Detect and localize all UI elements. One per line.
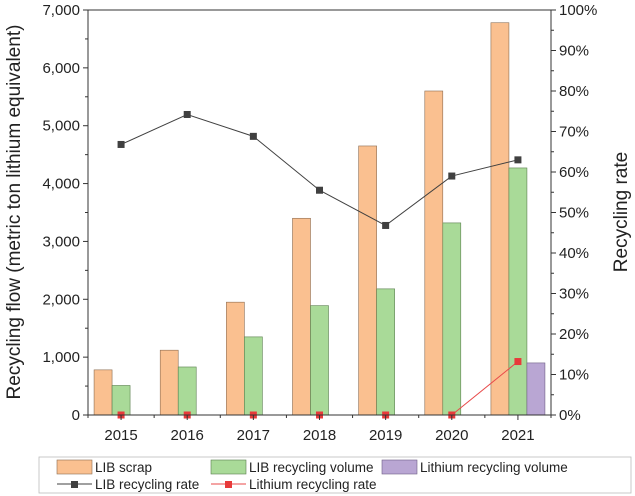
x-tick-label-2015: 2015 bbox=[104, 427, 137, 444]
y-tick-label-3000: 3,000 bbox=[42, 233, 80, 250]
x-tick-label-2016: 2016 bbox=[171, 427, 204, 444]
bar-lib-scrap-2015 bbox=[93, 369, 113, 416]
bar-lib-scrap-2021 bbox=[490, 22, 510, 416]
y-tick-label-7000: 7,000 bbox=[42, 2, 80, 19]
line-lib-recycling-rate bbox=[120, 113, 519, 227]
x-tick-label-2020: 2020 bbox=[435, 427, 468, 444]
marker-lib-recycling-rate-2016 bbox=[183, 110, 191, 118]
legend-frame bbox=[38, 456, 632, 494]
y-tick-label-6000: 6,000 bbox=[42, 60, 80, 77]
bar-lib-scrap-2018 bbox=[292, 217, 311, 416]
y-tick-label-2000: 2,000 bbox=[42, 291, 80, 308]
marker-lib-recycling-rate-2017 bbox=[249, 132, 257, 140]
legend-marker-lithium-recycling-rate bbox=[225, 481, 232, 488]
bar-lib-scrap-2020 bbox=[424, 90, 444, 416]
bar-lib-scrap-2016 bbox=[159, 349, 179, 416]
y2-tick-label-80: 80% bbox=[559, 83, 589, 100]
axes-layer: 0 1,000 2,000 3,000 4,000 5,000 6,000 7,000 0% 10… bbox=[42, 2, 597, 444]
y2-tick-label-20: 20% bbox=[559, 326, 589, 343]
bar-lib-recycling-volume-2015 bbox=[111, 385, 131, 416]
legend-label-lib-scrap: LIB scrap bbox=[95, 460, 152, 475]
marker-lib-recycling-rate-2018 bbox=[316, 186, 323, 194]
marker-lib-recycling-rate-2019 bbox=[382, 221, 390, 229]
x-tick-label-2017: 2017 bbox=[237, 427, 270, 444]
bar-lib-recycling-volume-2019 bbox=[376, 288, 395, 416]
y2-tick-label-70: 70% bbox=[559, 124, 589, 141]
y-tick-label-5000: 5,000 bbox=[42, 118, 80, 135]
bar-lib-scrap-2017 bbox=[226, 301, 245, 416]
marker-lib-recycling-rate-2021 bbox=[514, 156, 522, 164]
marker-lib-recycling-rate-2015 bbox=[117, 140, 125, 148]
legend-label-lithium-recycling-volume: Lithium recycling volume bbox=[420, 460, 568, 475]
y2-tick-label-0: 0% bbox=[559, 407, 581, 424]
y2-tick-label-100: 100% bbox=[559, 2, 597, 19]
bar-lib-recycling-volume-2018 bbox=[310, 305, 329, 416]
y2-tick-label-40: 40% bbox=[559, 245, 589, 262]
legend-label-lib-recycling-volume: LIB recycling volume bbox=[249, 460, 374, 475]
y2-tick-label-30: 30% bbox=[559, 286, 589, 303]
legend: LIB scrap LIB recycling volume Lithium r… bbox=[38, 456, 632, 494]
y-tick-label-1000: 1,000 bbox=[42, 349, 80, 366]
marker-lib-recycling-rate-2020 bbox=[448, 172, 456, 180]
legend-swatch-lib-scrap bbox=[56, 459, 93, 475]
y2-tick-label-50: 50% bbox=[559, 205, 589, 222]
bar-lib-recycling-volume-2016 bbox=[177, 366, 197, 416]
marker-lithium-recycling-rate-2021 bbox=[514, 358, 522, 366]
bar-lib-recycling-volume-2021 bbox=[508, 167, 528, 416]
y-tick-label-4000: 4,000 bbox=[42, 176, 80, 193]
x-tick-label-2019: 2019 bbox=[369, 427, 402, 444]
bars-layer bbox=[93, 22, 546, 416]
legend-label-lib-recycling-rate: LIB recycling rate bbox=[95, 477, 199, 492]
bar-lib-recycling-volume-2017 bbox=[244, 336, 263, 416]
legend-marker-lib-recycling-rate bbox=[71, 481, 78, 488]
y2-axis-title: Recycling rate bbox=[611, 152, 632, 272]
y-tick-label-0: 0 bbox=[72, 407, 80, 424]
y2-tick-label-60: 60% bbox=[559, 164, 589, 181]
legend-swatch-lib-recycling-volume bbox=[210, 459, 247, 475]
x-tick-label-2021: 2021 bbox=[501, 427, 534, 444]
bar-lib-recycling-volume-2020 bbox=[442, 222, 462, 416]
legend-label-lithium-recycling-rate: Lithium recycling rate bbox=[249, 477, 377, 492]
y2-tick-label-10: 10% bbox=[559, 367, 589, 384]
legend-swatch-lithium-recycling-volume bbox=[381, 459, 418, 475]
bar-lib-scrap-2019 bbox=[358, 145, 377, 416]
x-tick-label-2018: 2018 bbox=[303, 427, 336, 444]
y2-tick-label-90: 90% bbox=[559, 43, 589, 60]
bar-lithium-recycling-volume-2021 bbox=[526, 362, 546, 416]
y-axis-title: Recycling flow (metric ton lithium equiv… bbox=[4, 25, 25, 400]
